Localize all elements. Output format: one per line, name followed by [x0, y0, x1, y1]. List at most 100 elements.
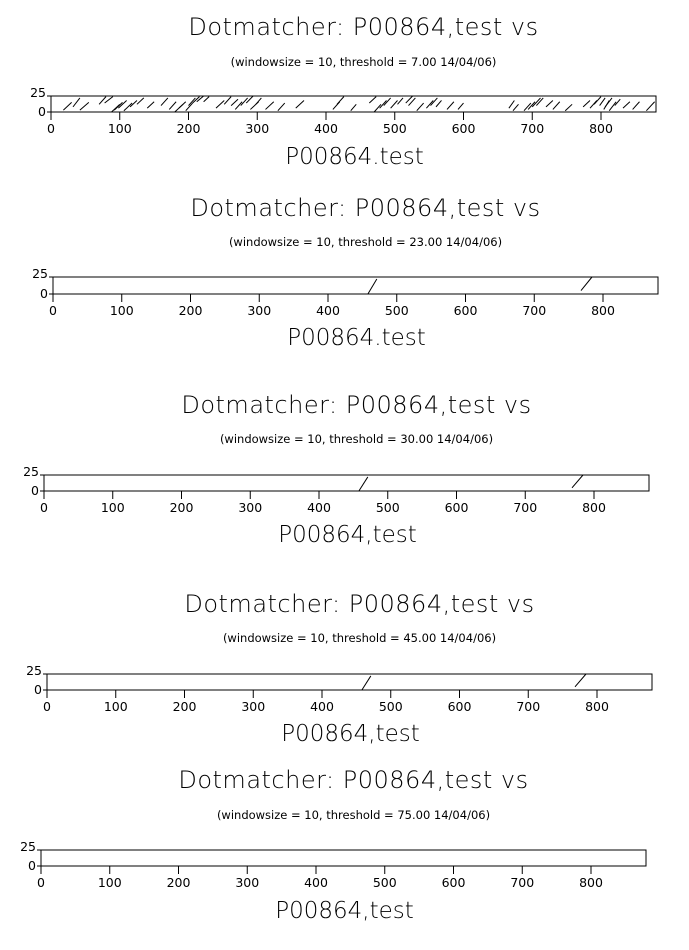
match-segment: [185, 102, 193, 112]
x-axis-label: P00864.test: [287, 325, 426, 351]
match-segment: [552, 101, 561, 110]
match-segment: [622, 101, 631, 109]
x-tick-label: 400: [304, 875, 328, 890]
match-segment: [123, 102, 133, 112]
dotplot-panel-1: Dotmatcher: P00864,test vs (windowsize = …: [30, 13, 657, 170]
x-tick-label: 100: [108, 121, 132, 136]
match-segment: [168, 101, 177, 110]
match-segment: [104, 96, 114, 104]
chart-subtitle: (windowsize = 10, threshold = 7.00 14/04…: [231, 55, 497, 69]
x-tick-label: 800: [582, 500, 606, 515]
match-segment: [63, 102, 72, 111]
match-segment: [512, 103, 519, 112]
match-segment: [435, 100, 442, 108]
match-segment: [383, 97, 391, 106]
x-tick-label: 300: [247, 303, 271, 318]
match-segment: [589, 100, 598, 109]
match-segment: [632, 101, 640, 110]
x-tick-label: 600: [452, 121, 476, 136]
match-segment: [192, 96, 200, 104]
y-tick-label: 25: [30, 85, 46, 100]
match-segment: [580, 276, 593, 291]
dotplot-panel-4: Dotmatcher: P00864,test vs (windowsize = …: [26, 590, 653, 747]
x-tick-label: 400: [307, 500, 331, 515]
match-segment: [405, 95, 413, 104]
chart-title: Dotmatcher: P00864,test vs: [178, 766, 528, 794]
match-segment: [536, 97, 544, 106]
x-tick-label: 500: [385, 303, 409, 318]
y-tick-label: 25: [23, 464, 39, 479]
dotplot-panel-3: Dotmatcher: P00864,test vs (windowsize = …: [23, 391, 650, 548]
chart-title: Dotmatcher: P00864,test vs: [181, 391, 531, 419]
match-segment: [358, 476, 369, 492]
match-segment: [136, 97, 145, 105]
match-segment: [426, 100, 434, 109]
match-segment: [223, 96, 232, 105]
x-tick-label: 100: [104, 699, 128, 714]
y-tick-label: 25: [32, 266, 48, 281]
y-tick-label: 0: [34, 682, 42, 697]
match-segment: [523, 102, 532, 112]
x-axis-label: P00864,test: [281, 721, 420, 747]
match-segment: [593, 96, 602, 105]
x-tick-label: 700: [520, 121, 544, 136]
match-segment: [129, 100, 138, 108]
x-tick-label: 700: [510, 875, 534, 890]
match-segment: [614, 98, 621, 106]
x-tick-label: 200: [173, 699, 197, 714]
match-segment: [196, 95, 204, 103]
match-segment: [277, 102, 286, 112]
x-tick-label: 0: [40, 500, 48, 515]
x-tick-label: 200: [179, 303, 203, 318]
x-tick-label: 500: [379, 699, 403, 714]
match-segment: [265, 101, 275, 110]
match-segment: [390, 100, 398, 109]
x-tick-label: 600: [454, 303, 478, 318]
match-segment: [160, 97, 169, 106]
dotplot-panel-2: Dotmatcher: P00864,test vs (windowsize = …: [32, 194, 659, 351]
y-tick-label: 25: [26, 663, 42, 678]
match-segment: [295, 100, 305, 109]
match-segment: [379, 100, 387, 109]
y-tick-label: 0: [40, 286, 48, 301]
x-tick-label: 700: [522, 303, 546, 318]
plot-frame: [43, 474, 650, 492]
x-tick-label: 500: [376, 500, 400, 515]
x-tick-label: 100: [98, 875, 122, 890]
x-tick-label: 300: [235, 875, 259, 890]
x-tick-label: 200: [177, 121, 201, 136]
x-tick-label: 800: [579, 875, 603, 890]
x-tick-label: 0: [49, 303, 57, 318]
x-tick-label: 400: [316, 303, 340, 318]
match-segment: [72, 97, 81, 108]
match-segment: [527, 101, 536, 110]
match-segment: [599, 97, 606, 106]
x-tick-label: 700: [516, 699, 540, 714]
x-axis-label: P00864,test: [278, 522, 417, 548]
x-tick-label: 500: [383, 121, 407, 136]
match-segment: [188, 97, 196, 106]
x-tick-label: 300: [245, 121, 269, 136]
x-axis-label: P00864,test: [275, 898, 414, 924]
x-tick-label: 200: [170, 500, 194, 515]
match-segment: [215, 100, 225, 109]
match-segment: [336, 96, 345, 105]
plot-frame: [50, 95, 657, 113]
y-tick-label: 0: [38, 104, 46, 119]
y-tick-label: 0: [31, 483, 39, 498]
y-tick-label: 25: [20, 839, 36, 854]
match-segment: [571, 474, 584, 489]
match-segment: [230, 98, 239, 106]
x-tick-label: 800: [585, 699, 609, 714]
match-segment: [564, 103, 573, 112]
match-segment: [146, 101, 155, 109]
match-segment: [373, 103, 382, 113]
match-segment: [350, 103, 357, 112]
match-segment: [574, 673, 587, 688]
chart-subtitle: (windowsize = 10, threshold = 75.00 14/0…: [217, 808, 490, 822]
match-segment: [545, 100, 554, 108]
match-segment: [582, 100, 591, 108]
chart-subtitle: (windowsize = 10, threshold = 30.00 14/0…: [220, 432, 493, 446]
match-segment: [608, 101, 617, 112]
